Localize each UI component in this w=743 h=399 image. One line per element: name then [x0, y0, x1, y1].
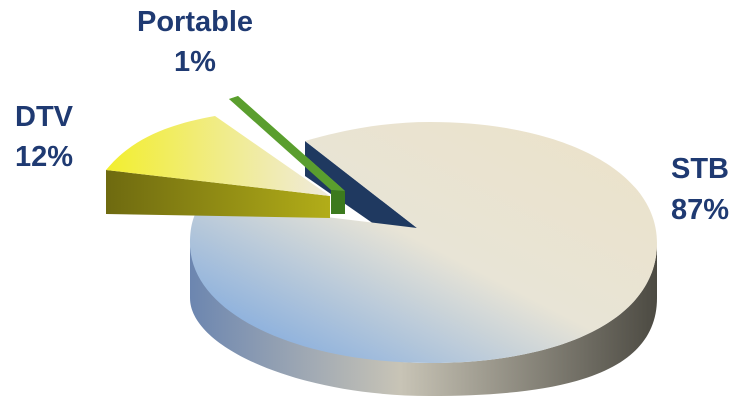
pie-slice-stb-top: [190, 122, 657, 363]
pie-slice-dtv: [106, 116, 330, 218]
pie-slice-dtv-top: [106, 116, 330, 196]
pie-slice-portable: [229, 96, 345, 214]
pie-slice-stb-side: [190, 243, 657, 396]
label-stb-value: 87%: [671, 194, 729, 226]
label-portable-name: Portable: [137, 6, 253, 38]
pie-slice-portable-edge: [229, 96, 345, 191]
pie-slice-stb: [190, 122, 657, 396]
label-portable-value: 1%: [174, 46, 216, 78]
pie-slice-portable-side: [331, 190, 345, 214]
label-stb-name: STB: [671, 153, 729, 185]
label-dtv-value: 12%: [15, 141, 73, 173]
pie-slice-dtv-side: [106, 170, 330, 218]
label-dtv-name: DTV: [15, 101, 74, 133]
